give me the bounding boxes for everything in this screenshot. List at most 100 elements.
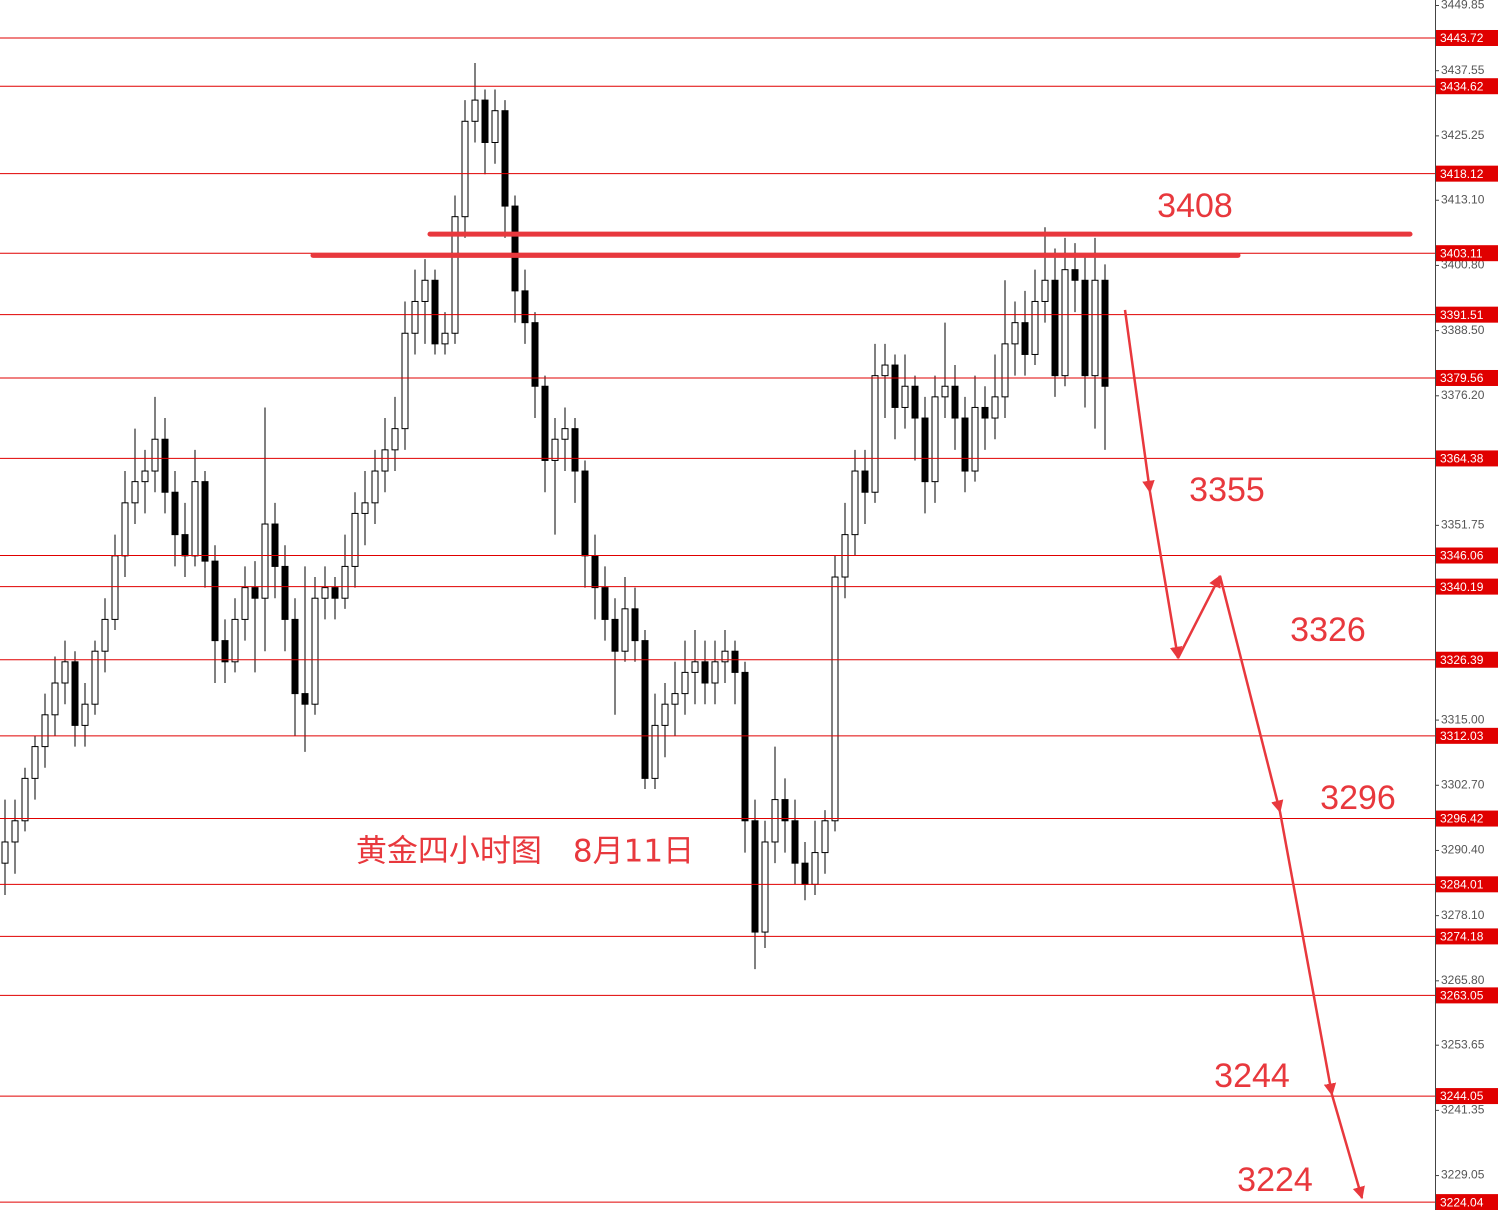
candle-body xyxy=(131,481,139,504)
candle-body xyxy=(21,777,29,822)
level-label: 3224.04 xyxy=(1440,1195,1484,1209)
candle-body xyxy=(231,618,239,663)
candle-body xyxy=(771,799,779,843)
level-label: 3340.19 xyxy=(1440,580,1484,594)
candle-body xyxy=(681,671,689,695)
candle-body xyxy=(141,470,149,483)
candle-body xyxy=(921,417,929,483)
candle-body xyxy=(301,693,309,705)
candle-body xyxy=(621,608,629,652)
candle-body xyxy=(121,502,129,557)
candle-body xyxy=(1001,343,1009,398)
annotation: 3244 xyxy=(1214,1057,1290,1095)
candle-body xyxy=(851,470,859,536)
candle-body xyxy=(551,438,559,461)
candle-body xyxy=(91,650,99,705)
candle-body xyxy=(691,661,699,673)
level-label-box xyxy=(1436,1194,1498,1210)
projection-arrow xyxy=(1218,575,1284,813)
level-label-box xyxy=(1436,727,1498,744)
candle-body xyxy=(261,523,269,599)
y-tick-label: 3290.40 xyxy=(1441,843,1485,857)
candle-body xyxy=(351,512,359,567)
level-label: 3244.05 xyxy=(1440,1089,1484,1103)
level-label: 3379.56 xyxy=(1440,371,1484,385)
chart-title: 黄金四小时图 8月11日 xyxy=(356,834,694,870)
projection-arrow xyxy=(1278,811,1337,1096)
y-tick-label: 3265.80 xyxy=(1441,973,1485,987)
candle-body xyxy=(951,385,959,419)
candle-body xyxy=(671,693,679,705)
candle-body xyxy=(741,671,749,822)
level-label: 3364.38 xyxy=(1440,452,1484,466)
candle-body xyxy=(511,205,519,292)
level-label: 3296.42 xyxy=(1440,812,1484,826)
level-label-box xyxy=(1436,876,1498,893)
candle-body xyxy=(371,470,379,504)
candle-body xyxy=(151,438,159,472)
candle-body xyxy=(71,661,79,726)
candle-body xyxy=(381,449,389,472)
candle-body xyxy=(701,661,709,684)
y-tick-label: 3388.50 xyxy=(1441,323,1485,337)
candle-body xyxy=(1011,322,1019,345)
projection-arrow xyxy=(1330,1094,1365,1200)
candle-body xyxy=(81,703,89,726)
candle-body xyxy=(651,724,659,779)
candle-body xyxy=(491,110,499,143)
level-label-box xyxy=(1436,245,1498,262)
candle-body xyxy=(421,279,429,302)
level-label-box xyxy=(1436,810,1498,827)
level-label-box xyxy=(1436,78,1498,95)
candle-body xyxy=(501,110,509,207)
annotation: 3296 xyxy=(1320,779,1396,817)
candle-body xyxy=(931,396,939,483)
candle-body xyxy=(271,523,279,567)
level-label-box xyxy=(1436,369,1498,386)
y-tick-label: 3229.05 xyxy=(1441,1168,1485,1182)
y-tick-label: 3425.25 xyxy=(1441,128,1485,142)
level-label: 3443.72 xyxy=(1440,31,1484,45)
candle-body xyxy=(161,438,169,493)
y-tick-label: 3278.10 xyxy=(1441,908,1485,922)
candle-body xyxy=(201,481,209,562)
candle-body xyxy=(581,470,589,557)
candle-body xyxy=(411,300,419,334)
candle-body xyxy=(31,746,39,779)
candle-body xyxy=(661,703,669,726)
candle-body xyxy=(781,799,789,822)
candle-body xyxy=(361,502,369,514)
candle-body xyxy=(1,841,9,864)
candle-body xyxy=(321,587,329,599)
candle-body xyxy=(191,481,199,557)
candle-body xyxy=(601,587,609,620)
level-label-box xyxy=(1436,987,1498,1004)
candle-body xyxy=(821,820,829,854)
level-label-box xyxy=(1436,306,1498,323)
candle-body xyxy=(721,650,729,663)
candle-body xyxy=(331,587,339,599)
y-tick-label: 3253.65 xyxy=(1441,1037,1485,1051)
candle-body xyxy=(101,618,109,652)
candle-body xyxy=(961,417,969,472)
candle-body xyxy=(171,491,179,536)
candle-body xyxy=(561,428,569,440)
level-label: 3312.03 xyxy=(1440,729,1484,743)
candle-body xyxy=(891,364,899,408)
candle-body xyxy=(51,682,59,716)
candle-body xyxy=(61,661,69,684)
candle-body xyxy=(521,290,529,324)
candle-body xyxy=(1051,279,1059,377)
level-label: 3346.06 xyxy=(1440,549,1484,563)
candle-body xyxy=(751,820,759,933)
candle-body xyxy=(571,428,579,472)
candle-body xyxy=(1091,279,1099,377)
candle-body xyxy=(971,406,979,472)
projection-arrow xyxy=(1176,574,1222,659)
candle-body xyxy=(731,650,739,673)
annotation: 3355 xyxy=(1189,471,1265,509)
candle-body xyxy=(241,587,249,620)
level-label: 3403.11 xyxy=(1440,246,1483,260)
level-label: 3274.18 xyxy=(1440,930,1484,944)
